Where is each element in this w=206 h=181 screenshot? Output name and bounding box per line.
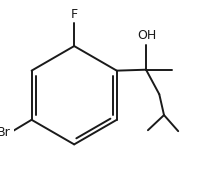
Text: OH: OH xyxy=(137,29,156,42)
Text: Br: Br xyxy=(0,126,10,139)
Text: F: F xyxy=(70,8,77,21)
